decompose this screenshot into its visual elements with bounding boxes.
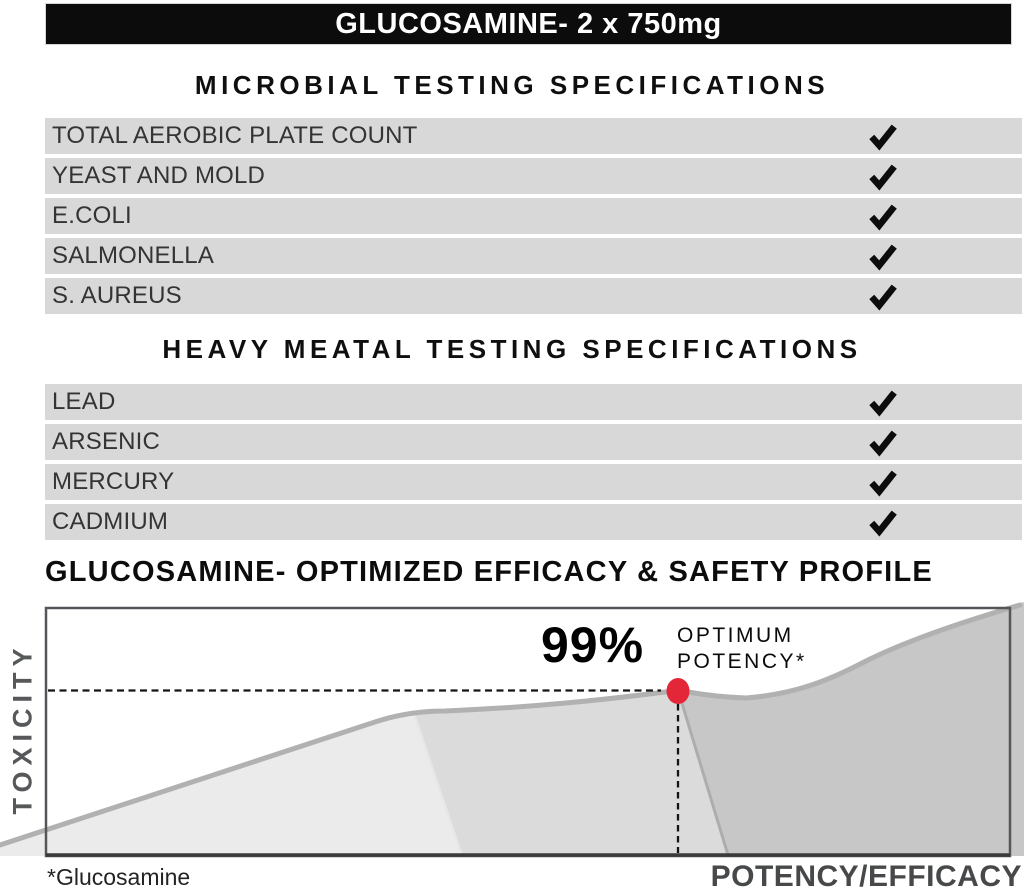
- y-axis-label: TOXICITY: [7, 642, 38, 815]
- checkmark-icon: [869, 124, 897, 151]
- test-name: E.COLI: [52, 202, 132, 229]
- table-row: YEAST AND MOLD: [45, 158, 1022, 194]
- chart-heading: GLUCOSAMINE- OPTIMIZED EFFICACY & SAFETY…: [45, 556, 933, 588]
- test-name: SALMONELLA: [52, 242, 215, 269]
- test-name: TOTAL AEROBIC PLATE COUNT: [52, 122, 418, 149]
- efficacy-safety-chart: [0, 602, 1024, 858]
- table-row: S. AUREUS: [45, 278, 1022, 314]
- optimum-caption-line2: POTENCY*: [677, 650, 807, 673]
- checkmark-icon: [869, 390, 897, 417]
- checkmark-icon: [869, 284, 897, 311]
- microbial-section-heading: MICROBIAL TESTING SPECIFICATIONS: [194, 70, 830, 100]
- area-low-potency: [0, 713, 462, 856]
- product-header-bar: GLUCOSAMINE- 2 x 750mg: [45, 3, 1012, 45]
- test-name: MERCURY: [52, 468, 175, 495]
- optimum-percentage: 99%: [541, 617, 645, 673]
- area-optimal: [414, 692, 728, 856]
- checkmark-icon: [869, 244, 897, 271]
- checkmark-icon: [869, 510, 897, 537]
- optimum-point-marker: [666, 678, 690, 704]
- heavy-metal-table: LEAD ARSENIC MERCURY CADMIUM: [45, 384, 1022, 544]
- heavy-metal-section-heading: HEAVY MEATAL TESTING SPECIFICATIONS: [162, 334, 862, 364]
- toxicity-curve: [0, 602, 1023, 848]
- chart-footnote: *Glucosamine: [47, 864, 191, 890]
- table-row: TOTAL AEROBIC PLATE COUNT: [45, 118, 1022, 154]
- checkmark-icon: [869, 430, 897, 457]
- area-high-toxicity: [668, 602, 1024, 856]
- test-name: CADMIUM: [52, 508, 169, 535]
- table-row: E.COLI: [45, 198, 1022, 234]
- region-boundary-dark: [679, 699, 730, 856]
- table-row: CADMIUM: [45, 504, 1022, 540]
- table-row: LEAD: [45, 384, 1022, 420]
- test-name: LEAD: [52, 388, 116, 415]
- product-title: GLUCOSAMINE- 2 x 750mg: [335, 7, 722, 40]
- optimum-caption: OPTIMUM POTENCY*: [677, 623, 807, 675]
- y-axis-label-wrap: TOXICITY: [0, 600, 46, 857]
- table-row: ARSENIC: [45, 424, 1022, 460]
- test-name: YEAST AND MOLD: [52, 162, 266, 189]
- table-row: MERCURY: [45, 464, 1022, 500]
- optimum-caption-line1: OPTIMUM: [677, 624, 794, 647]
- region-boundary-light: [412, 713, 464, 857]
- microbial-table: TOTAL AEROBIC PLATE COUNT YEAST AND MOLD…: [45, 118, 1022, 318]
- x-axis-label: POTENCY/EFFICACY: [710, 860, 1022, 893]
- checkmark-icon: [869, 164, 897, 191]
- test-name: S. AUREUS: [52, 282, 182, 309]
- table-row: SALMONELLA: [45, 238, 1022, 274]
- test-name: ARSENIC: [52, 428, 161, 455]
- checkmark-icon: [869, 204, 897, 231]
- checkmark-icon: [869, 470, 897, 497]
